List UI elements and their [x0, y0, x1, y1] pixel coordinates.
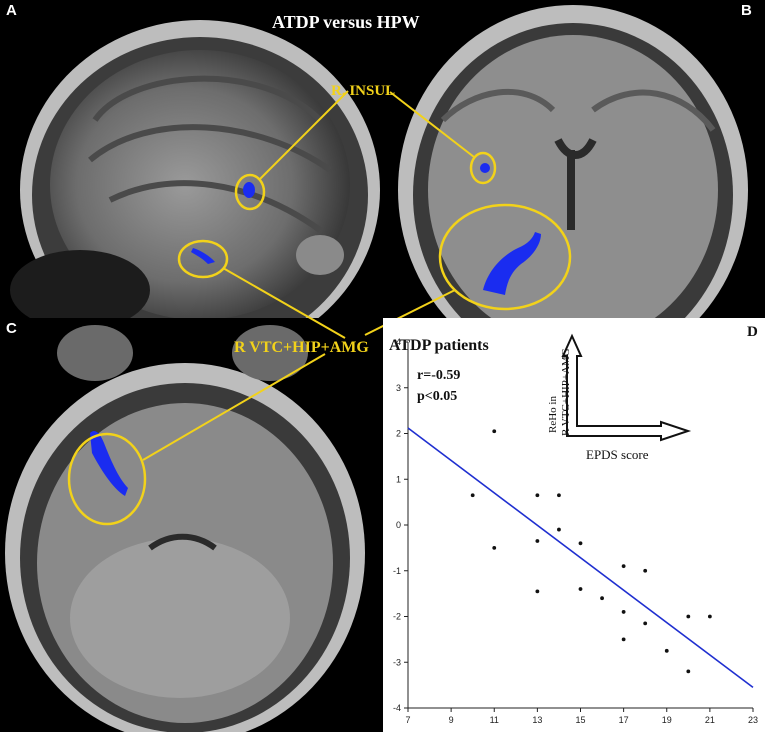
- data-point: [492, 429, 497, 434]
- data-point: [557, 493, 561, 498]
- panel-d-scatter-plot: D ATDP patients r=-0.59 p<0.05 ReHo in R…: [383, 318, 765, 732]
- x-tick-label: 11: [490, 715, 499, 725]
- data-point: [470, 493, 475, 498]
- correlation-p: p<0.05: [417, 389, 457, 404]
- y-tick-label: 0: [396, 520, 401, 530]
- axis-legend-x: EPDS score: [586, 447, 649, 462]
- axis-legend-y-line2: R VTC+HIP+AMG: [560, 348, 572, 436]
- sagittal-brain-image: [10, 20, 380, 318]
- data-point: [535, 589, 540, 594]
- y-tick-label: 2: [396, 429, 401, 439]
- data-point: [664, 648, 669, 653]
- x-tick-label: 13: [532, 715, 542, 725]
- data-point: [535, 539, 540, 543]
- x-tick-label: 21: [705, 715, 715, 725]
- data-point: [643, 621, 648, 626]
- panel-c-axial-mri: C: [0, 318, 383, 732]
- data-point: [707, 614, 712, 619]
- axial-brain-image: [5, 325, 365, 732]
- data-point: [578, 541, 583, 546]
- y-tick-label: -3: [393, 657, 401, 667]
- panel-label-a: A: [6, 2, 17, 19]
- data-point: [686, 614, 691, 619]
- data-point: [686, 669, 691, 674]
- y-tick-label: -4: [393, 703, 401, 713]
- regression-line: [407, 427, 754, 689]
- data-point: [578, 587, 583, 591]
- data-point: [535, 493, 540, 498]
- group-label: ATDP patients: [389, 337, 489, 354]
- x-tick-label: 19: [662, 715, 672, 725]
- scatter-plot-svg: D ATDP patients r=-0.59 p<0.05 ReHo in R…: [389, 324, 758, 725]
- y-tick-label: -2: [393, 612, 401, 622]
- data-point: [621, 610, 626, 614]
- y-tick-label: 4: [396, 337, 401, 347]
- y-tick-label: 1: [396, 474, 401, 484]
- data-point: [600, 596, 604, 601]
- coronal-brain-image: [398, 5, 748, 318]
- plot-marks: [407, 427, 754, 689]
- panel-label-b: B: [741, 2, 752, 19]
- data-point: [621, 564, 626, 569]
- panel-label-d: D: [747, 324, 758, 340]
- axis-legend: ReHo in R VTC+HIP+AMG EPDS score: [547, 333, 692, 462]
- x-tick-label: 7: [405, 715, 410, 725]
- panel-a-sagittal-mri: A: [0, 0, 383, 318]
- data-point: [492, 545, 497, 550]
- x-tick-label: 23: [748, 715, 758, 725]
- x-tick-label: 17: [619, 715, 629, 725]
- data-point: [557, 527, 561, 532]
- data-point: [643, 568, 648, 573]
- panel-b-coronal-mri: B: [383, 0, 765, 318]
- panel-label-c: C: [6, 320, 17, 337]
- y-tick-label: -1: [393, 566, 401, 576]
- data-point: [621, 637, 626, 642]
- x-tick-label: 15: [575, 715, 585, 725]
- figure-title: ATDP versus HPW: [272, 12, 420, 32]
- y-tick-label: 3: [396, 383, 401, 393]
- correlation-r: r=-0.59: [417, 368, 460, 383]
- axis-legend-y-line1: ReHo in: [547, 396, 559, 433]
- x-tick-label: 9: [449, 715, 454, 725]
